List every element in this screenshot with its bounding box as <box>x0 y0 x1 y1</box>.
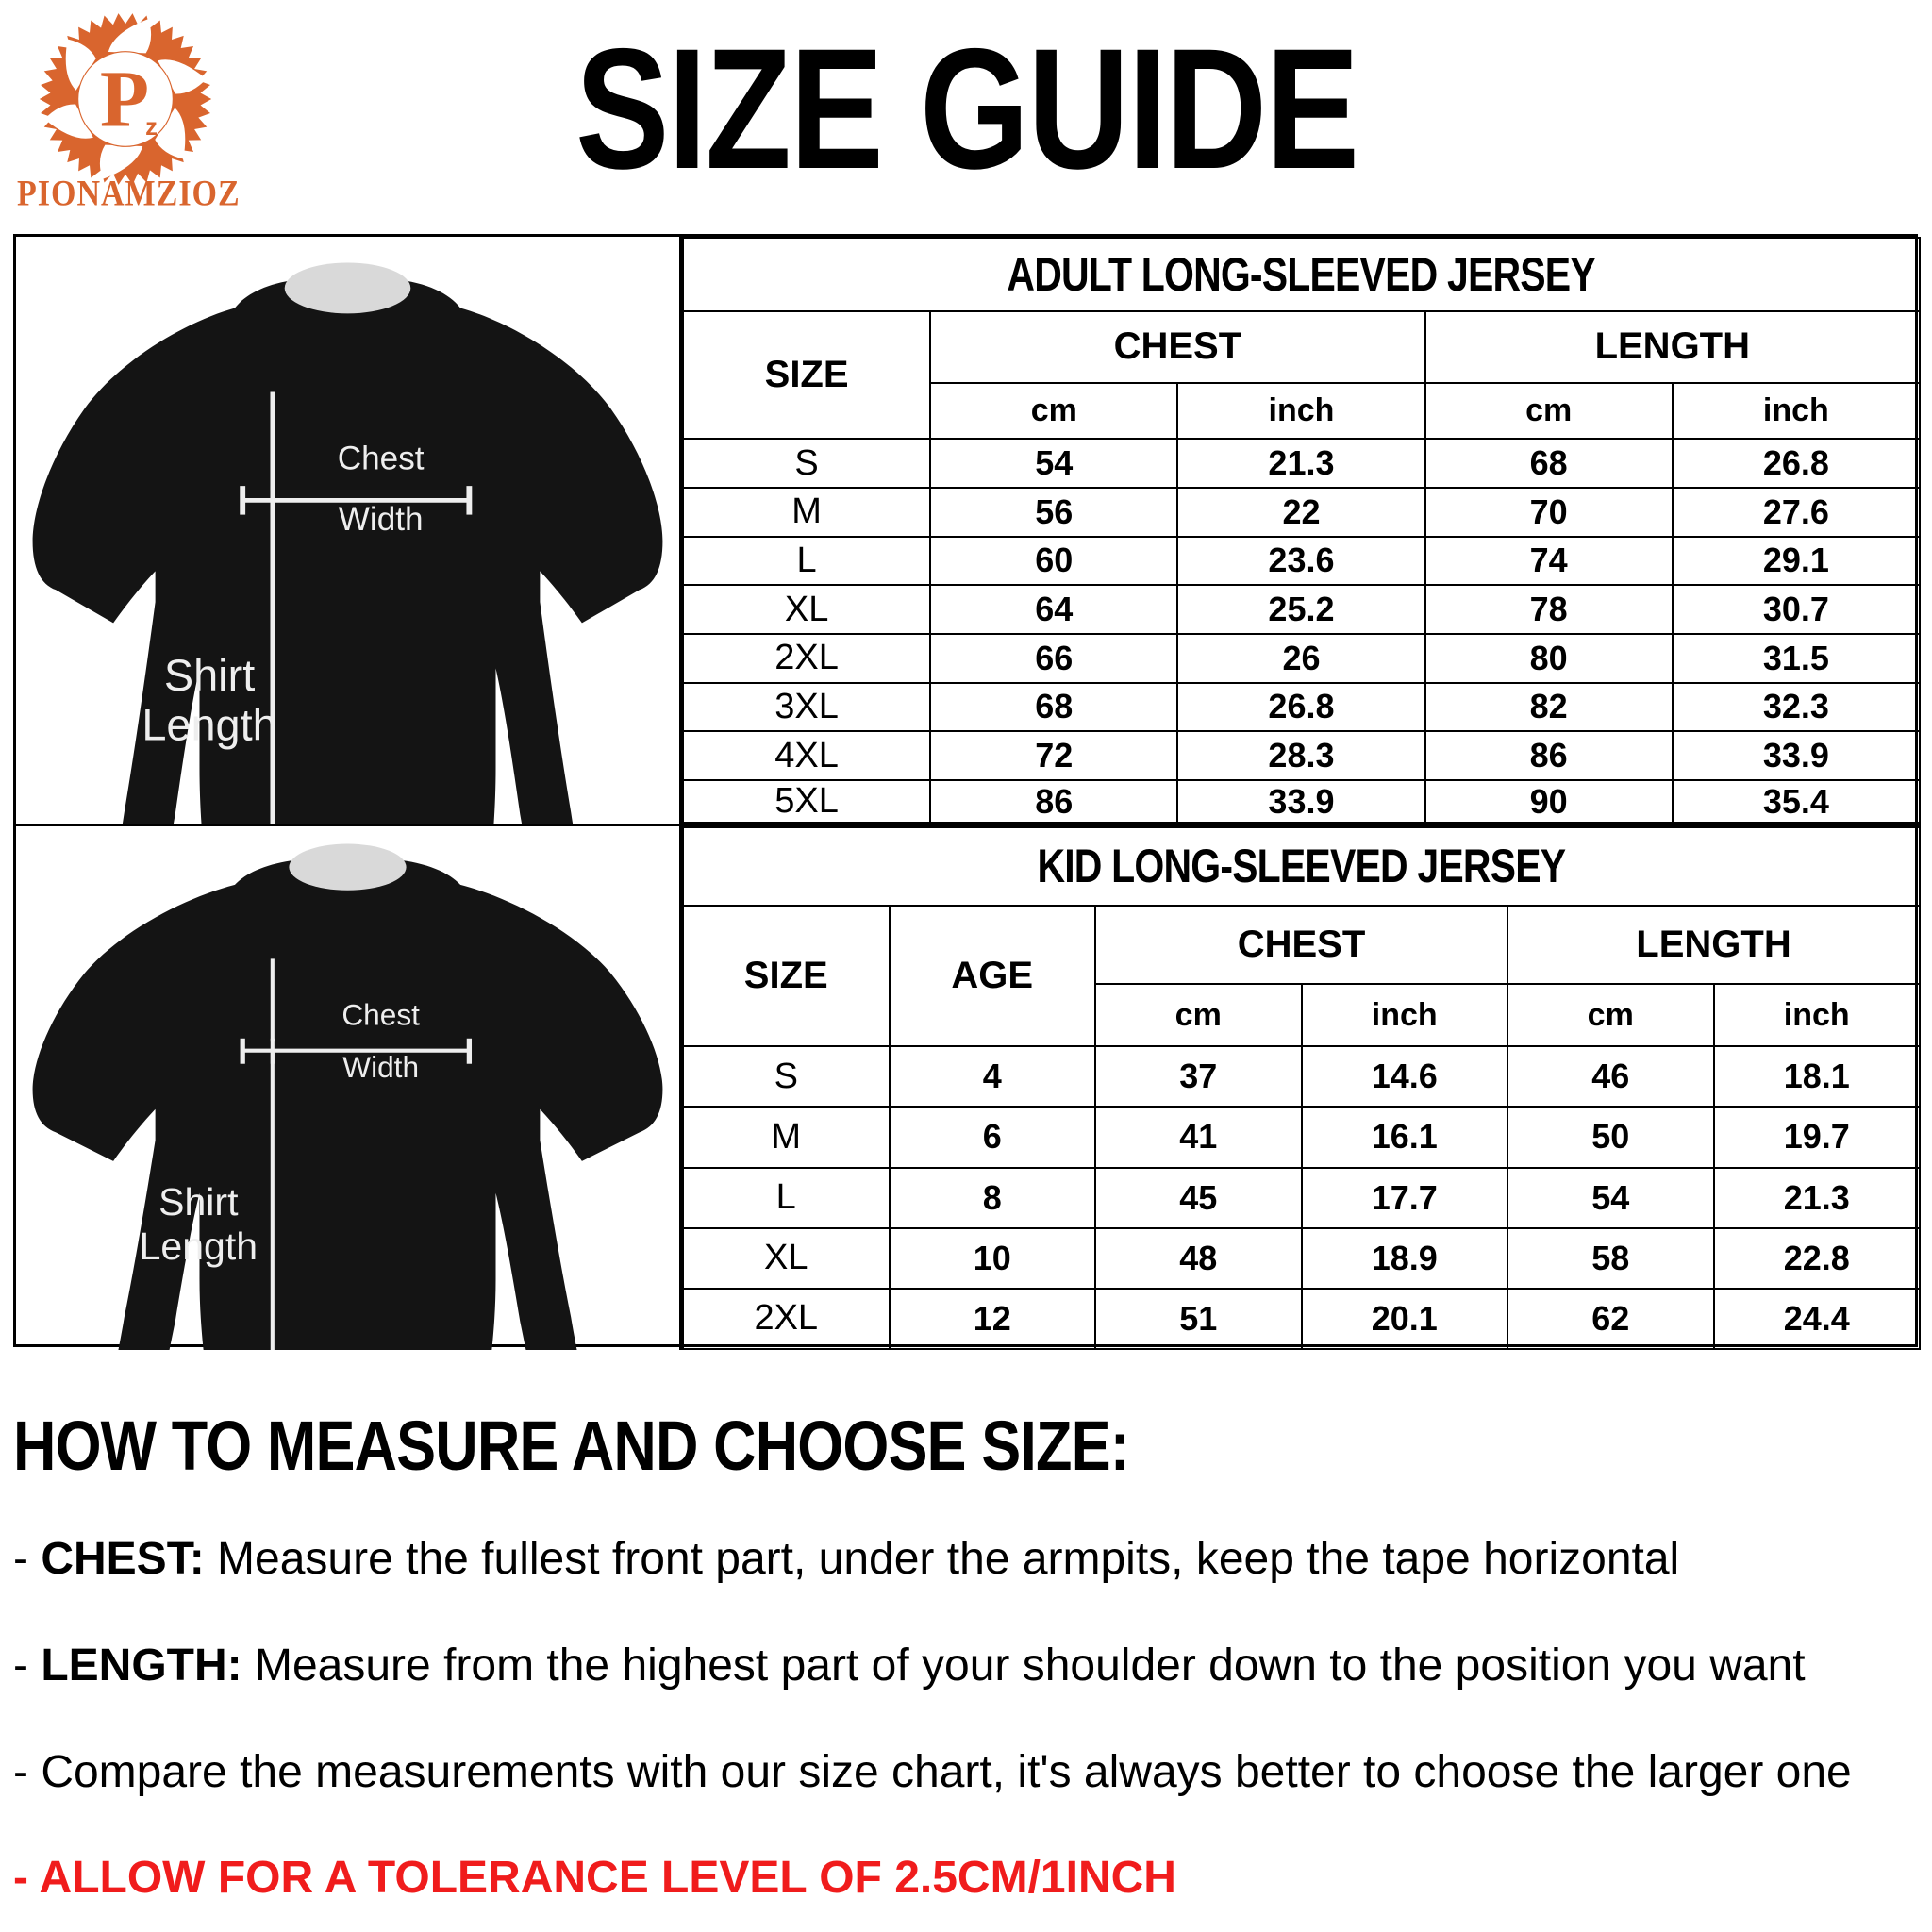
svg-text:Shirt: Shirt <box>158 1180 239 1224</box>
svg-text:Length: Length <box>142 701 276 750</box>
svg-text:Width: Width <box>339 501 424 538</box>
svg-text:Chest: Chest <box>338 441 425 477</box>
svg-text:Shirt: Shirt <box>164 651 255 700</box>
svg-text:Length: Length <box>140 1224 258 1268</box>
svg-text:Chest: Chest <box>341 998 420 1032</box>
svg-text:P: P <box>100 56 149 144</box>
svg-text:z: z <box>145 114 158 141</box>
svg-text:Width: Width <box>342 1050 419 1084</box>
